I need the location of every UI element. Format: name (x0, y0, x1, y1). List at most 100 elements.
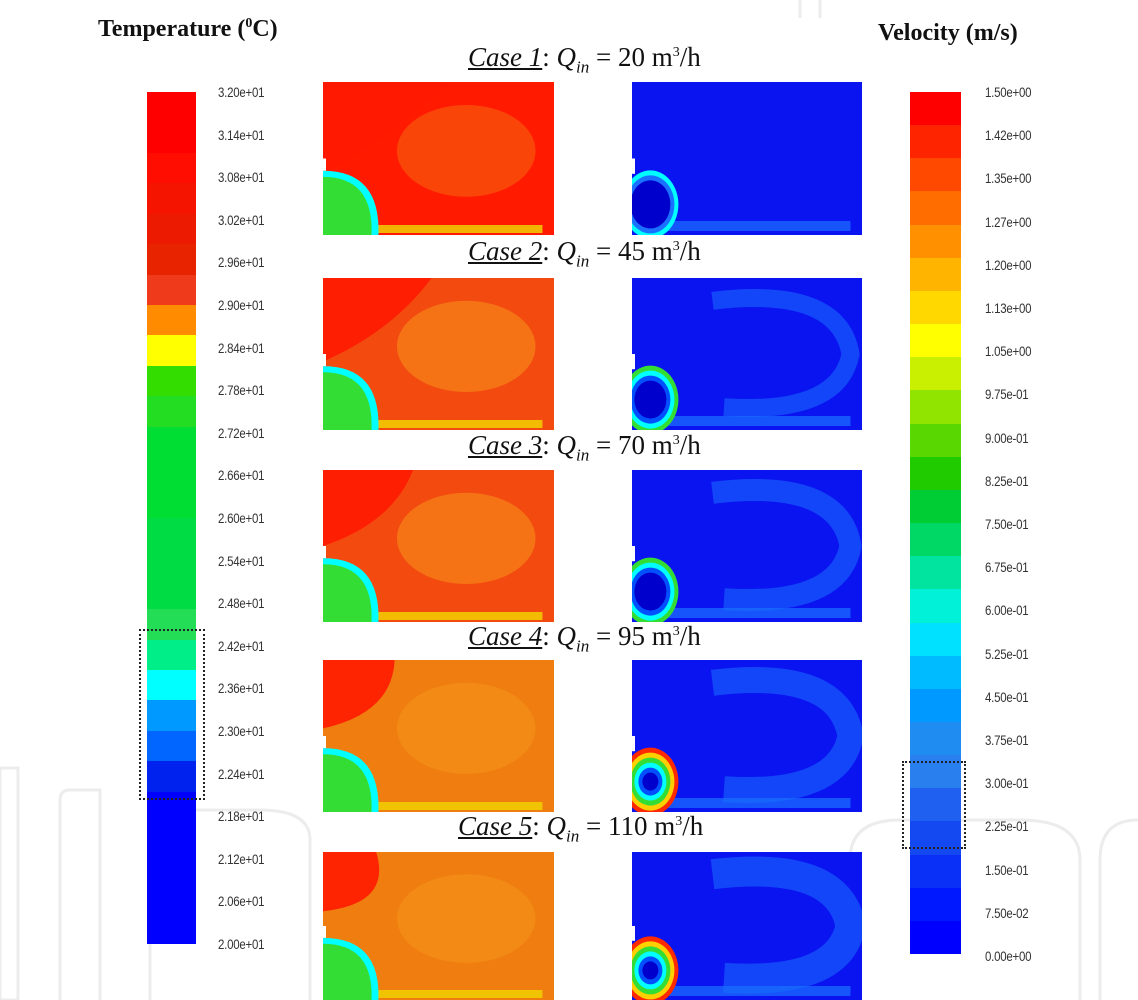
temperature-contour-panel (323, 82, 554, 235)
flow-symbol: Q (556, 430, 577, 460)
tick-label: 1.42e+00 (985, 127, 1032, 144)
tick-label: 2.72e+01 (218, 424, 265, 441)
tick-label: 5.25e-01 (985, 645, 1029, 662)
unit-superscript: 3 (672, 433, 680, 448)
unit-suffix: /h (679, 621, 701, 651)
temperature-contour-panel (323, 660, 554, 812)
tick-label: 6.75e-01 (985, 559, 1029, 576)
velocity-colorbar-band (910, 788, 961, 822)
velocity-colorbar-band (910, 655, 961, 689)
tick-label: 0.00e+00 (985, 948, 1032, 964)
tick-label: 9.00e-01 (985, 429, 1029, 446)
tick-label: 2.90e+01 (218, 297, 265, 313)
temperature-colorbar-band (147, 822, 196, 853)
temperature-colorbar-band (147, 639, 196, 671)
tick-label: 3.02e+01 (218, 211, 265, 228)
tick-label: 3.75e-01 (985, 732, 1029, 748)
velocity-colorbar-band (910, 125, 961, 159)
tick-label: 7.50e-01 (985, 516, 1029, 532)
velocity-colorbar-band (910, 224, 961, 258)
temperature-colorbar-band (147, 578, 196, 610)
velocity-colorbar-band (910, 489, 961, 524)
flow-symbol: Q (546, 811, 567, 841)
unit-suffix: /h (679, 42, 701, 72)
tick-label: 2.48e+01 (218, 595, 265, 612)
temperature-colorbar-band (147, 122, 196, 153)
case-name: Case 5 (458, 811, 533, 841)
case-label: Case 4: Qin = 95 m3/h (468, 621, 701, 656)
tick-label: 2.06e+01 (218, 893, 265, 910)
tick-label: 2.60e+01 (218, 510, 265, 526)
velocity-highlight-box (902, 761, 966, 849)
temperature-colorbar-band (147, 517, 196, 549)
velocity-colorbar-band (910, 523, 961, 557)
velocity-colorbar-band (910, 556, 961, 590)
tick-label: 7.50e-02 (985, 904, 1029, 921)
temperature-colorbar-band (147, 913, 196, 944)
velocity-colorbar-band (910, 887, 961, 921)
flow-subscript: in (576, 251, 590, 271)
temperature-colorbar-band (147, 730, 196, 762)
flow-subscript: in (576, 445, 590, 465)
tick-label: 3.00e-01 (985, 775, 1029, 792)
temperature-colorbar-band (147, 882, 196, 914)
flow-value: = 20 m (589, 42, 673, 72)
tick-label: 2.96e+01 (218, 254, 265, 271)
velocity-colorbar-band (910, 357, 961, 391)
tick-label: 1.05e+00 (985, 343, 1032, 360)
tick-label: 2.36e+01 (218, 680, 265, 697)
temperature-colorbar-band (147, 548, 196, 579)
tick-label: 1.13e+00 (985, 300, 1032, 316)
velocity-contour-panel (632, 82, 862, 235)
tick-label: 1.20e+00 (985, 256, 1032, 273)
tick-label: 3.14e+01 (218, 126, 265, 143)
temperature-colorbar-band (147, 457, 196, 488)
case-name: Case 4 (468, 621, 543, 651)
temperature-colorbar-band (147, 244, 196, 275)
case-label: Case 3: Qin = 70 m3/h (468, 430, 701, 465)
velocity-contour-panel (632, 470, 862, 622)
flow-symbol: Q (556, 42, 577, 72)
velocity-contour-panel (632, 278, 862, 430)
velocity-colorbar-band (910, 257, 961, 291)
flow-subscript: in (566, 826, 580, 846)
case-name: Case 1 (468, 42, 543, 72)
case-name: Case 3 (468, 430, 543, 460)
temperature-colorbar-band (147, 274, 196, 305)
velocity-colorbar-band (910, 589, 961, 623)
temperature-colorbar-band (147, 852, 196, 883)
tick-label: 4.50e-01 (985, 688, 1029, 705)
tick-label: 2.18e+01 (218, 808, 265, 825)
flow-subscript: in (576, 636, 590, 656)
velocity-colorbar-band (910, 821, 961, 855)
temperature-colorbar-band (147, 335, 196, 366)
velocity-colorbar-band (910, 622, 961, 656)
temperature-colorbar-band (147, 92, 196, 123)
tick-label: 2.66e+01 (218, 467, 265, 484)
velocity-colorbar-band (910, 721, 961, 756)
temperature-colorbar-band (147, 152, 196, 184)
velocity-title: Velocity (m/s) (878, 20, 1018, 46)
velocity-colorbar-band (910, 191, 961, 225)
tick-label: 2.30e+01 (218, 723, 265, 739)
velocity-contour-panel (632, 852, 862, 1000)
velocity-contour-panel (632, 660, 862, 812)
case-label: Case 1: Qin = 20 m3/h (468, 42, 701, 77)
tick-label: 6.00e-01 (985, 602, 1029, 619)
temperature-colorbar-band (147, 791, 196, 823)
velocity-colorbar-band (910, 92, 961, 126)
flow-value: = 95 m (589, 621, 673, 651)
tick-label: 1.35e+00 (985, 170, 1032, 187)
velocity-colorbar-band (910, 755, 961, 789)
temperature-colorbar-band (147, 761, 196, 792)
temperature-colorbar-band (147, 365, 196, 397)
flow-value: = 45 m (589, 236, 673, 266)
flow-symbol: Q (556, 236, 577, 266)
temperature-colorbar (147, 92, 196, 944)
case-name: Case 2 (468, 236, 543, 266)
temperature-contour-panel (323, 470, 554, 622)
temperature-title: Temperature (0C) (98, 16, 278, 42)
tick-label: 2.42e+01 (218, 637, 265, 654)
flow-value: = 70 m (589, 430, 673, 460)
